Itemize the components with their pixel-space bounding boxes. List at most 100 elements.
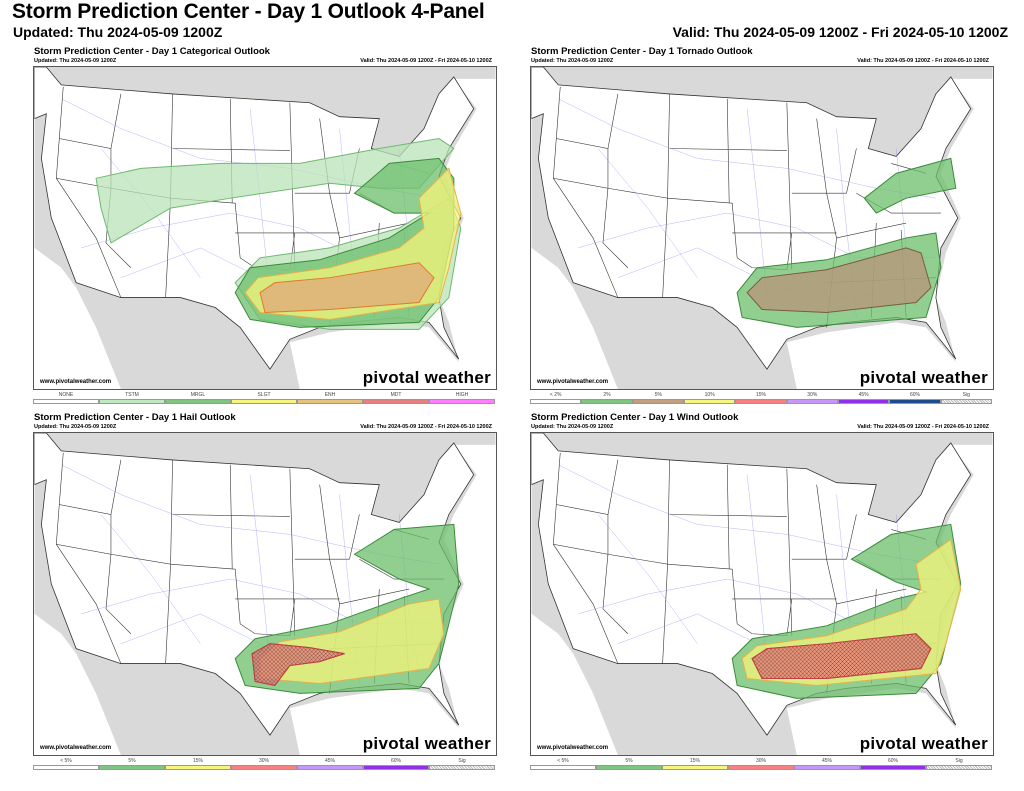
panel-title: Storm Prediction Center - Day 1 Categori… [34, 46, 270, 57]
legend: < 5% 5% 15% 30% 45% 60% Sig [33, 758, 495, 772]
legend-label: SLGT [257, 392, 271, 398]
legend-swatch [596, 765, 662, 770]
legend-item: TSTM [99, 392, 165, 406]
page-valid-period: Valid: Thu 2024-05-09 1200Z - Fri 2024-0… [672, 24, 1008, 40]
legend-label: 5% [654, 392, 662, 398]
legend-swatch [926, 765, 992, 770]
legend-swatch [728, 765, 794, 770]
legend-item: 15% [662, 758, 728, 772]
panel-valid-period: Valid: Thu 2024-05-09 1200Z - Fri 2024-0… [857, 58, 989, 64]
panel-title: Storm Prediction Center - Day 1 Wind Out… [531, 412, 739, 423]
page-updated-time: Updated: Thu 2024-05-09 1200Z [13, 24, 223, 40]
legend-swatch [165, 399, 231, 404]
legend-item: Sig [926, 758, 992, 772]
legend-swatch [662, 765, 728, 770]
legend-swatch [530, 399, 582, 404]
legend-item: 45% [837, 392, 890, 406]
legend-label: HIGH [455, 392, 469, 398]
legend-label: MRGL [190, 392, 206, 398]
legend-item: 30% [231, 758, 297, 772]
legend-item: 60% [860, 758, 926, 772]
panel-updated-time: Updated: Thu 2024-05-09 1200Z [531, 424, 614, 430]
legend-label: Sig [458, 758, 466, 764]
legend-label: TSTM [125, 392, 139, 398]
legend-swatch [837, 399, 890, 404]
map-svg [531, 67, 993, 389]
legend-item: Sig [429, 758, 495, 772]
legend-swatch [99, 399, 165, 404]
panel-valid-period: Valid: Thu 2024-05-09 1200Z - Fri 2024-0… [857, 424, 989, 430]
legend-item: SLGT [231, 392, 297, 406]
legend-swatch [530, 765, 596, 770]
legend-swatch [429, 765, 495, 770]
legend-swatch [429, 399, 495, 404]
legend-label: 15% [689, 758, 700, 764]
legend-swatch [940, 399, 992, 404]
panel-categorical: Storm Prediction Center - Day 1 Categori… [30, 44, 497, 408]
legend-label: 30% [755, 758, 766, 764]
legend-item: 5% [596, 758, 662, 772]
legend-item: 15% [165, 758, 231, 772]
legend: < 5% 5% 15% 30% 45% 60% Sig [530, 758, 992, 772]
legend-item: Sig [940, 392, 992, 406]
basemap [531, 67, 993, 389]
legend-swatch [363, 399, 429, 404]
outlook-map[interactable]: www.pivotalweather.com pivotal weather [33, 432, 497, 756]
risk-area [259, 262, 435, 313]
panel-updated-time: Updated: Thu 2024-05-09 1200Z [34, 424, 117, 430]
legend-item: 10% [683, 392, 736, 406]
panel-wind: Storm Prediction Center - Day 1 Wind Out… [527, 410, 994, 774]
sig-hatch-area [751, 633, 932, 679]
legend-label: Sig [962, 392, 970, 398]
legend-label: 15% [192, 758, 203, 764]
legend-label: 60% [909, 392, 920, 398]
map-svg [34, 67, 496, 389]
legend-label: 15% [755, 392, 766, 398]
legend-swatch [231, 399, 297, 404]
pivotal-weather-logo: pivotal weather [362, 368, 491, 387]
legend-item: HIGH [429, 392, 495, 406]
outlook-map[interactable]: www.pivotalweather.com pivotal weather [530, 66, 994, 390]
legend-swatch [735, 399, 787, 404]
legend-swatch [860, 765, 926, 770]
legend-swatch [363, 765, 429, 770]
legend-label: Sig [955, 758, 963, 764]
legend-swatch [165, 765, 231, 770]
legend-item: 60% [889, 392, 941, 406]
legend-swatch [297, 765, 363, 770]
legend-swatch [231, 765, 297, 770]
pivotal-weather-logo: pivotal weather [859, 368, 988, 387]
legend-swatch [786, 399, 838, 404]
legend-label: ENH [324, 392, 336, 398]
legend-item: 60% [363, 758, 429, 772]
legend-swatch [33, 765, 99, 770]
pivotal-weather-logo: pivotal weather [362, 734, 491, 753]
legend-item: 30% [728, 758, 794, 772]
legend-item: 30% [786, 392, 838, 406]
legend: < 2% 2% 5% 10% 15% 30% 45% 60% Sig [530, 392, 992, 406]
pivotal-weather-logo: pivotal weather [859, 734, 988, 753]
legend-label: MDT [390, 392, 402, 398]
legend-swatch [297, 399, 363, 404]
legend-label: 45% [324, 758, 335, 764]
legend-item: 45% [794, 758, 860, 772]
legend-item: < 2% [530, 392, 582, 406]
legend-swatch [99, 765, 165, 770]
risk-area [746, 247, 932, 313]
legend-label: 30% [258, 758, 269, 764]
legend-label: 45% [858, 392, 869, 398]
outlook-map[interactable]: www.pivotalweather.com pivotal weather [33, 66, 497, 390]
legend: NONE TSTM MRGL SLGT ENH MDT HIGH [33, 392, 495, 406]
legend-label: 10% [704, 392, 715, 398]
legend-swatch [33, 399, 99, 404]
sig-hatch-area [251, 643, 345, 686]
legend-item: 45% [297, 758, 363, 772]
panel-updated-time: Updated: Thu 2024-05-09 1200Z [34, 58, 117, 64]
panel-updated-time: Updated: Thu 2024-05-09 1200Z [531, 58, 614, 64]
legend-swatch [889, 399, 941, 404]
outlook-map[interactable]: www.pivotalweather.com pivotal weather [530, 432, 994, 756]
legend-item: 15% [735, 392, 787, 406]
panel-hail: Storm Prediction Center - Day 1 Hail Out… [30, 410, 497, 774]
legend-label: 30% [807, 392, 818, 398]
map-svg [531, 433, 993, 755]
